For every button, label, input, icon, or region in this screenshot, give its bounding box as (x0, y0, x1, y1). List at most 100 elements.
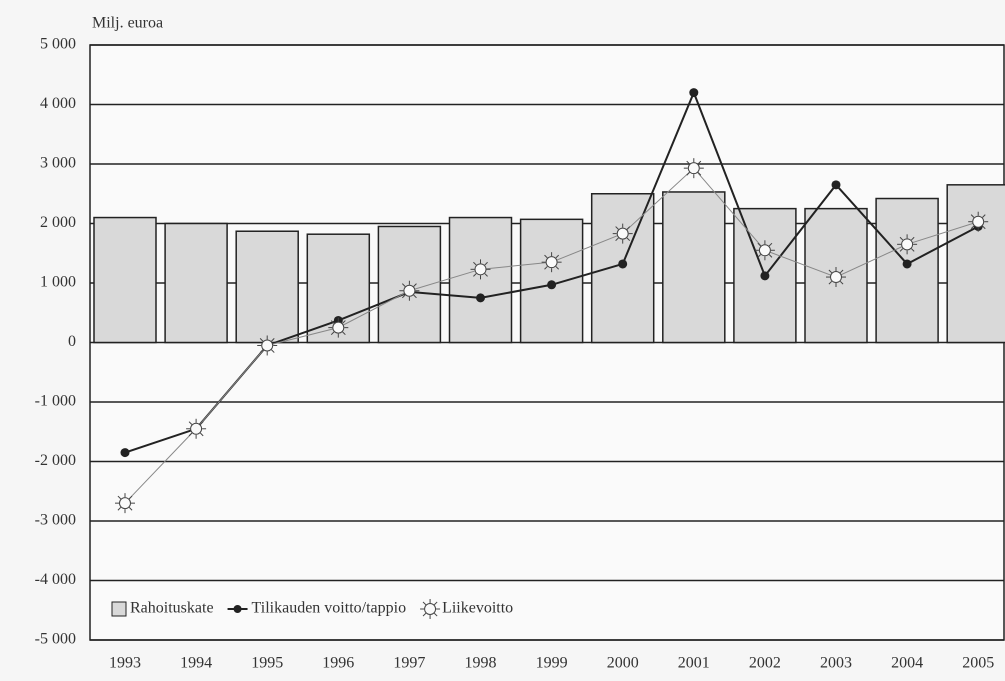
sun-core (901, 238, 914, 251)
sun-ray (828, 269, 833, 274)
x-tick-label: 2000 (607, 655, 639, 672)
sun-ray (982, 225, 986, 230)
sun-marker (399, 280, 420, 301)
sun-ray (828, 280, 833, 285)
sun-ray (117, 495, 122, 500)
sun-ray (413, 283, 417, 287)
sun-ray (473, 261, 477, 266)
sun-core (119, 497, 131, 510)
sun-ray (259, 338, 264, 342)
sun-ray (982, 214, 986, 218)
sun-ray (544, 254, 548, 259)
sun-ray (555, 266, 560, 270)
sun-ray (615, 237, 619, 242)
sun-marker (420, 599, 441, 619)
bar (733, 207, 797, 344)
sun-marker (328, 317, 349, 338)
point (618, 259, 628, 269)
bar (235, 230, 299, 344)
sun-ray (484, 273, 488, 277)
sun-ray (970, 225, 975, 230)
sun-core (545, 256, 558, 269)
y-tick-label: 1 000 (40, 274, 76, 291)
sun-ray (413, 294, 417, 299)
x-tick-label: 2005 (962, 655, 994, 672)
sun-marker (186, 418, 207, 439)
x-tick-label: 2002 (749, 655, 781, 672)
legend-label: Tilikauden voitto/tappio (252, 600, 407, 617)
sun-core (474, 263, 487, 276)
sun-ray (839, 269, 844, 274)
sun-ray (757, 254, 762, 258)
x-tick-label: 1999 (536, 655, 568, 672)
y-tick-label: -2 000 (35, 452, 76, 469)
sun-ray (199, 432, 204, 437)
point (902, 259, 912, 269)
sun-ray (433, 601, 438, 606)
sun-ray (910, 248, 915, 252)
legend-label: Rahoituskate (130, 600, 214, 617)
y-tick-label: 5 000 (40, 36, 76, 53)
y-tick-label: 4 000 (40, 95, 76, 112)
sun-core (190, 422, 203, 435)
point (120, 448, 130, 458)
sun-ray (422, 612, 427, 617)
bar (875, 197, 939, 344)
x-tick-label: 1996 (322, 655, 354, 672)
sun-ray (271, 338, 275, 342)
bar (946, 184, 1005, 344)
sun-ray (544, 266, 548, 270)
bar (804, 207, 868, 344)
y-axis-label: Milj. euroa (92, 15, 163, 32)
point (689, 88, 699, 98)
bar (164, 222, 228, 344)
y-tick-label: -5 000 (35, 631, 76, 648)
sun-ray (899, 236, 904, 241)
point (831, 180, 841, 190)
y-tick-label: 3 000 (40, 155, 76, 172)
sun-ray (555, 254, 560, 259)
y-tick-label: 2 000 (40, 214, 76, 231)
x-tick-label: 2004 (891, 655, 923, 672)
sun-ray (188, 421, 193, 425)
sun-ray (259, 349, 264, 353)
sun-core (332, 321, 345, 334)
y-tick-label: -4 000 (35, 571, 76, 588)
sun-ray (626, 226, 631, 230)
sun-core (687, 162, 700, 175)
sun-ray (910, 236, 915, 241)
sun-marker (897, 234, 918, 255)
sun-ray (128, 507, 133, 511)
sun-core (758, 244, 771, 257)
sun-ray (401, 294, 406, 299)
y-tick-label: -1 000 (35, 393, 76, 410)
sun-ray (271, 349, 275, 353)
point (476, 293, 485, 303)
sun-ray (128, 495, 133, 500)
sun-ray (839, 280, 844, 285)
sun-marker (541, 252, 562, 273)
x-tick-label: 2001 (678, 655, 710, 672)
bar (448, 216, 513, 344)
sun-ray (199, 421, 204, 425)
y-tick-label: -3 000 (35, 512, 76, 529)
sun-core (830, 271, 842, 284)
sun-ray (484, 261, 488, 266)
bar (93, 216, 157, 344)
sun-core (261, 339, 274, 352)
sun-ray (686, 172, 690, 176)
sun-ray (342, 320, 346, 324)
sun-ray (342, 331, 346, 336)
sun-ray (330, 320, 335, 324)
sun-ray (697, 172, 702, 176)
bar (662, 191, 726, 344)
sun-ray (330, 331, 335, 336)
x-tick-label: 2003 (820, 655, 852, 672)
point (547, 280, 557, 290)
sun-marker (612, 223, 633, 244)
sun-ray (117, 507, 122, 511)
sun-ray (768, 242, 773, 247)
sun-ray (188, 432, 193, 437)
sun-ray (422, 601, 427, 606)
